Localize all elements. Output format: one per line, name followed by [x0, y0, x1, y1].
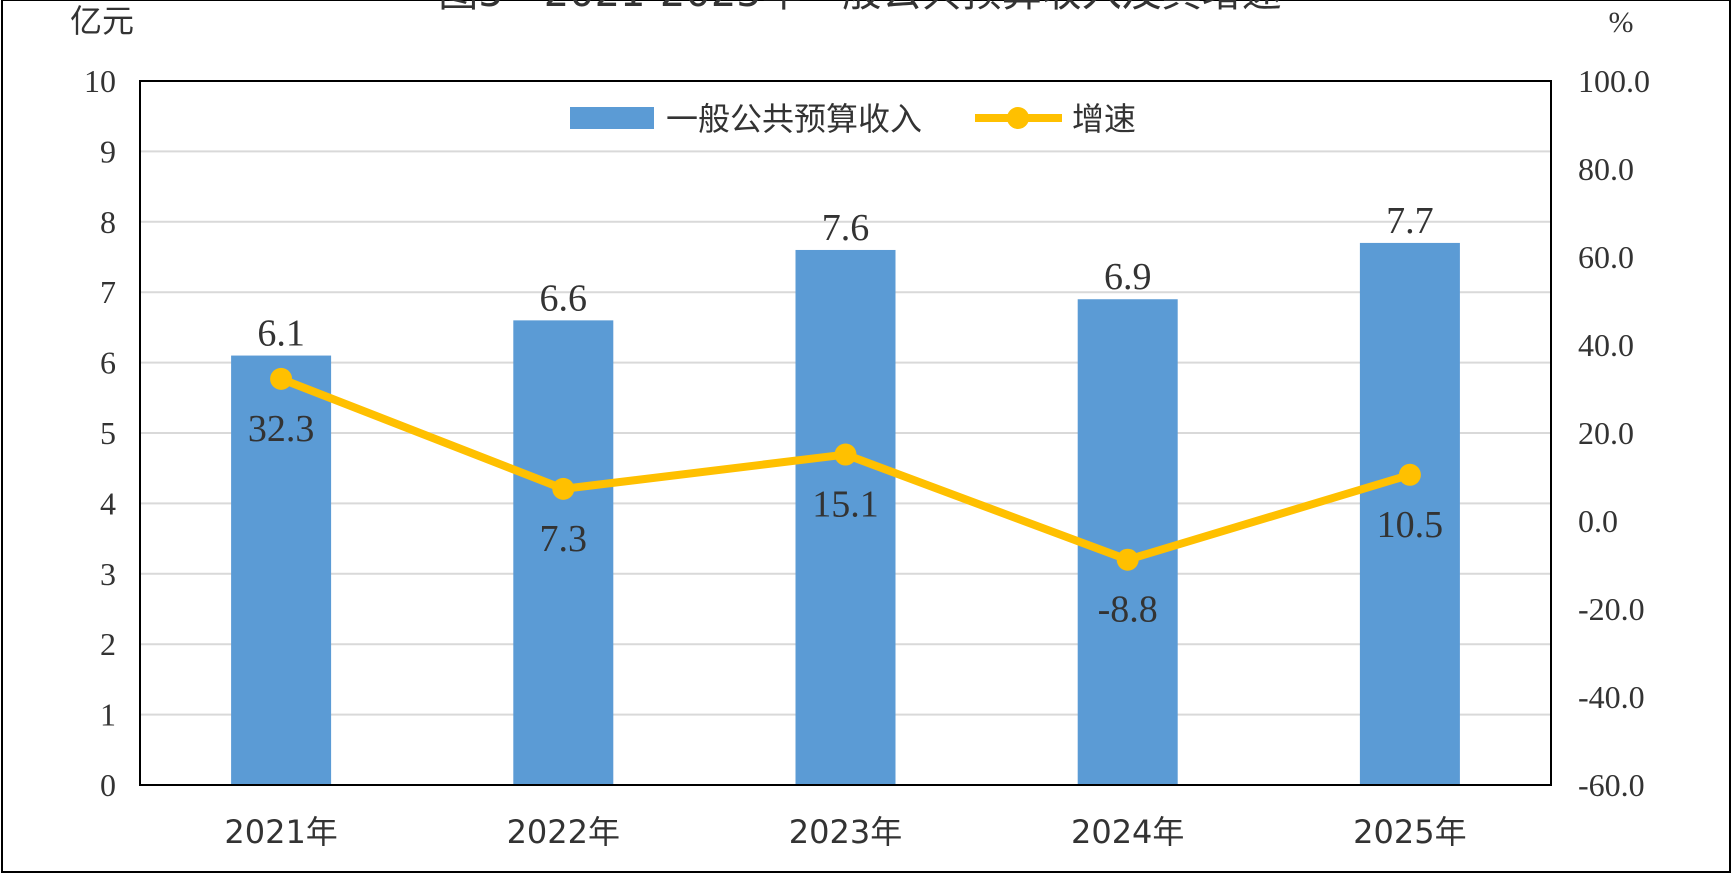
growth-rate-marker — [270, 367, 293, 390]
growth-rate-marker — [552, 477, 575, 500]
left-axis-tick-label: 10 — [84, 63, 116, 99]
x-axis-category-label: 2024年 — [1071, 813, 1184, 851]
bar-revenue — [513, 320, 614, 785]
left-axis-tick-label: 6 — [100, 345, 116, 381]
left-axis-tick-label: 1 — [100, 697, 116, 733]
line-value-label: 10.5 — [1377, 504, 1444, 546]
left-axis-tick-label: 2 — [100, 626, 116, 662]
legend-label-line: 增速 — [1072, 100, 1136, 138]
left-axis-tick-label: 8 — [100, 204, 116, 240]
right-axis-tick-label: -40.0 — [1578, 679, 1645, 715]
bar-value-label: 6.1 — [257, 313, 305, 355]
bar-value-label: 6.6 — [540, 277, 588, 319]
left-axis-tick-label: 0 — [100, 767, 116, 803]
legend-swatch-bar — [570, 107, 654, 129]
growth-rate-marker — [1398, 463, 1421, 486]
legend-swatch-marker — [1007, 107, 1029, 129]
bar-value-label: 7.6 — [822, 207, 870, 249]
right-axis-tick-label: -20.0 — [1578, 591, 1645, 627]
right-axis-tick-label: 60.0 — [1578, 239, 1634, 275]
line-value-label: 15.1 — [812, 484, 879, 526]
left-axis-tick-label: 3 — [100, 556, 116, 592]
right-axis-tick-label: 80.0 — [1578, 151, 1634, 187]
growth-rate-marker — [834, 443, 857, 466]
left-axis-tick-label: 5 — [100, 415, 116, 451]
bar-value-label: 7.7 — [1386, 200, 1434, 242]
data-labels: 6.1 6.6 7.6 6.9 7.7 32.3 7.3 15.1 -8.8 10.5 — [248, 200, 1443, 631]
left-axis-tick-label: 9 — [100, 133, 116, 169]
line-value-label: -8.8 — [1098, 589, 1158, 631]
legend: 一般公共预算收入 增速 — [570, 100, 1136, 138]
bar-revenue — [231, 355, 332, 785]
chart-title: 图5 2021-2025年一般公共预算收入及其增速 — [438, 0, 1281, 16]
right-axis-tick-label: 40.0 — [1578, 327, 1634, 363]
left-axis-tick-label: 4 — [100, 485, 116, 521]
right-axis-tick-label: 0.0 — [1578, 503, 1618, 539]
bar-revenue — [1077, 299, 1178, 785]
right-axis-tick-label: 100.0 — [1578, 63, 1650, 99]
plot-area-border — [139, 80, 1552, 786]
bar-revenue — [795, 249, 896, 785]
bar-series — [231, 242, 1460, 786]
x-axis-category-label: 2023年 — [789, 813, 902, 851]
line-series — [270, 367, 1421, 571]
x-axis-category-label: 2021年 — [224, 813, 337, 851]
line-value-label: 7.3 — [540, 518, 588, 560]
x-axis-category-label: 2022年 — [507, 813, 620, 851]
axes: 0 1 2 3 4 5 6 7 8 9 10 -60.0 -40.0 -20.0 0.0 20.0 40.0 60… — [84, 63, 1650, 851]
right-axis-unit: % — [1609, 6, 1634, 39]
right-axis-tick-label: 20.0 — [1578, 415, 1634, 451]
left-axis-tick-label: 7 — [100, 274, 116, 310]
line-value-label: 32.3 — [248, 408, 315, 450]
bar-revenue — [1359, 242, 1460, 786]
legend-label-bar: 一般公共预算收入 — [666, 100, 922, 138]
left-axis-unit: 亿元 — [70, 2, 134, 40]
growth-rate-marker — [1116, 548, 1139, 571]
right-axis-tick-label: -60.0 — [1578, 767, 1645, 803]
bar-value-label: 6.9 — [1104, 256, 1152, 298]
x-axis-category-label: 2025年 — [1353, 813, 1466, 851]
